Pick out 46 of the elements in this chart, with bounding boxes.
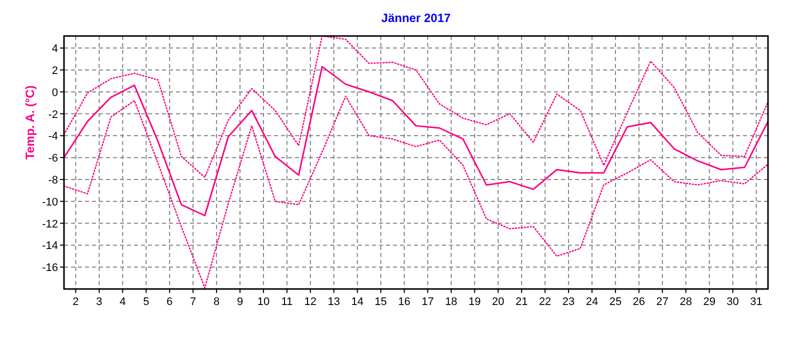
y-tick-label: -12 <box>42 218 58 230</box>
x-tick-label: 3 <box>96 296 102 308</box>
x-tick-label: 19 <box>468 296 481 308</box>
y-tick-label: -2 <box>48 108 58 121</box>
x-tick-label: 20 <box>492 296 504 308</box>
x-tick-label: 13 <box>328 296 340 308</box>
line-series <box>64 36 768 178</box>
x-tick-label: 25 <box>609 296 622 308</box>
x-tick-label: 4 <box>120 296 126 308</box>
x-tick-label: 14 <box>351 296 364 308</box>
x-tick-label: 6 <box>166 296 173 308</box>
x-tick-label: 9 <box>236 296 244 308</box>
y-tick-label: 4 <box>52 43 58 56</box>
x-tick-label: 23 <box>562 296 575 308</box>
x-tick-label: 28 <box>680 296 692 308</box>
y-tick-label: -10 <box>42 196 58 208</box>
x-tick-label: 21 <box>515 296 528 308</box>
x-tick-label: 27 <box>656 296 669 308</box>
x-tick-label: 24 <box>586 296 598 308</box>
y-tick-label: -4 <box>48 130 58 143</box>
x-tick-label: 5 <box>143 296 150 308</box>
x-tick-label: 22 <box>538 296 552 308</box>
y-axis-title: Temp. A. (°C) <box>23 85 37 160</box>
y-tick-label: -14 <box>42 240 58 252</box>
x-tick-label: 15 <box>374 296 387 308</box>
chart-title: Jänner 2017 <box>381 11 452 25</box>
x-tick-label: 30 <box>726 296 739 308</box>
y-tick-label: -16 <box>42 262 58 274</box>
x-tick-label: 2 <box>72 296 79 308</box>
x-tick-label: 16 <box>398 296 410 308</box>
x-tick-label: 17 <box>422 296 434 308</box>
x-tick-label: 12 <box>304 296 317 308</box>
x-tick-label: 7 <box>190 296 196 308</box>
y-tick-label: -8 <box>48 174 58 186</box>
y-tick-label: -6 <box>48 152 58 165</box>
x-tick-label: 31 <box>750 296 762 308</box>
x-tick-label: 11 <box>281 296 293 308</box>
line-series <box>64 66 768 216</box>
y-tick-label: 2 <box>52 64 58 77</box>
x-tick-label: 10 <box>257 296 270 308</box>
x-tick-label: 8 <box>213 296 220 308</box>
x-tick-label: 29 <box>703 296 716 308</box>
line-series <box>64 96 768 289</box>
x-tick-label: 18 <box>445 296 458 308</box>
x-tick-label: 26 <box>632 296 646 308</box>
y-tick-label: 0 <box>52 86 58 99</box>
